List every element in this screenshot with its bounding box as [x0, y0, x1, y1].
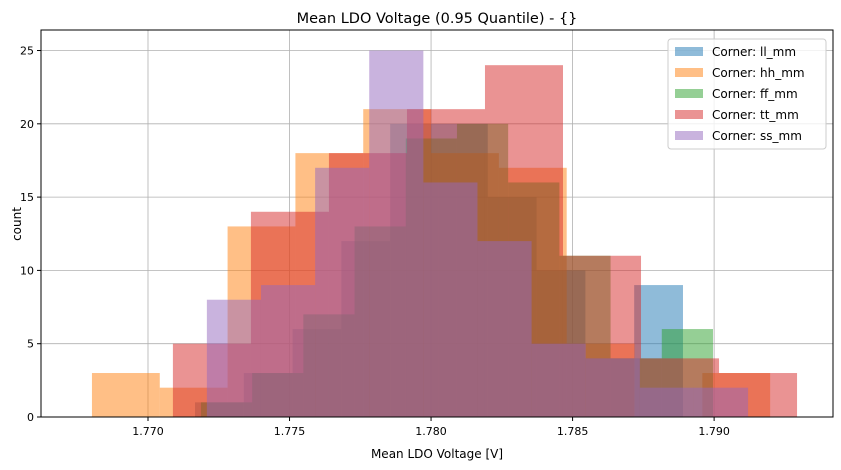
- legend-label: Corner: ss_mm: [712, 129, 802, 143]
- histogram-bar-hh-mm: [91, 373, 160, 417]
- histogram-bar-ss-mm: [423, 182, 478, 417]
- legend-swatch: [675, 89, 703, 98]
- x-tick-label: 1.770: [132, 425, 164, 438]
- legend: Corner: ll_mm Corner: hh_mm Corner: ff_mm C…: [667, 38, 827, 150]
- y-axis-label: count: [10, 207, 24, 241]
- histogram-bar-ss-mm: [206, 299, 261, 417]
- legend-swatch: [675, 47, 703, 56]
- legend-label: Corner: ff_mm: [712, 87, 798, 101]
- y-tick-label: 20: [20, 118, 34, 131]
- x-tick-label: 1.790: [698, 425, 730, 438]
- x-axis-label: Mean LDO Voltage [V]: [371, 447, 503, 461]
- plot-frame: [40, 29, 834, 418]
- y-tick-label: 5: [27, 338, 34, 351]
- histogram-bar-ss-mm: [477, 241, 532, 417]
- legend-label: Corner: hh_mm: [712, 66, 805, 80]
- x-tick-label: 1.785: [557, 425, 589, 438]
- histogram-bar-ss-mm: [693, 387, 749, 417]
- legend-box: [667, 38, 827, 150]
- histogram-bar-ss-mm: [531, 343, 586, 417]
- y-tick-label: 0: [27, 411, 34, 424]
- legend-swatch: [675, 131, 703, 140]
- legend-label: Corner: tt_mm: [712, 108, 799, 122]
- chart-title: Mean LDO Voltage (0.95 Quantile) - {}: [297, 11, 578, 27]
- histogram-bar-ss-mm: [639, 387, 694, 417]
- histogram-bar-ss-mm: [585, 358, 640, 417]
- histogram-bar-ss-mm: [315, 167, 370, 417]
- y-tick-label: 25: [20, 45, 34, 58]
- legend-label: Corner: ll_mm: [712, 45, 796, 59]
- legend-swatch: [675, 68, 703, 77]
- x-tick-label: 1.780: [415, 425, 447, 438]
- histogram-bar-ss-mm: [369, 50, 424, 417]
- y-tick-label: 15: [20, 191, 34, 204]
- y-tick-label: 10: [20, 264, 34, 277]
- legend-swatch: [675, 110, 703, 119]
- x-tick-label: 1.775: [274, 425, 306, 438]
- histogram-bar-ss-mm: [260, 285, 316, 417]
